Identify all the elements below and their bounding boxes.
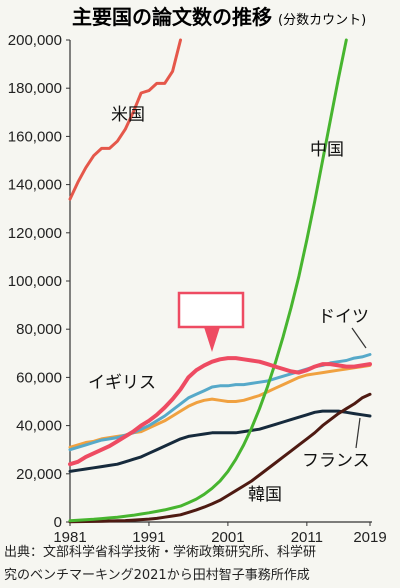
source-line-2: 究のベンチマーキング2021から田村智子事務所作成 xyxy=(4,568,310,583)
source-line-1: 出典：文部科学省科学技術・学術政策研究所、科学研 xyxy=(4,544,316,560)
y-tick-label: 100,000 xyxy=(8,273,62,290)
chart-title: 主要国の論文数の推移 xyxy=(72,5,272,29)
series-label-韓国: 韓国 xyxy=(248,485,282,505)
y-tick-label: 0 xyxy=(54,514,62,531)
y-tick-label: 160,000 xyxy=(8,128,62,145)
series-line-韓国 xyxy=(68,392,372,524)
y-tick-label: 200,000 xyxy=(8,32,62,49)
france-leader-line xyxy=(355,417,361,449)
series-label-中国: 中国 xyxy=(310,140,344,160)
series-line-中国 xyxy=(68,38,348,523)
y-tick-label: 140,000 xyxy=(8,177,62,194)
y-tick-label: 80,000 xyxy=(16,321,62,338)
japan-label-pointer xyxy=(204,327,220,352)
y-tick-label: 60,000 xyxy=(16,369,62,386)
y-tick-label: 120,000 xyxy=(8,225,62,242)
x-tick-label: 2019 xyxy=(353,529,386,546)
y-tick-label: 40,000 xyxy=(16,418,62,435)
series-line-米国 xyxy=(68,38,182,201)
y-tick-group: 0 20,000 40,000 60,000 80,000 100,000 120,000 1… xyxy=(8,32,70,531)
series-label-ドイツ: ドイツ xyxy=(318,307,369,327)
series-line-日本 xyxy=(68,356,372,467)
y-tick-label: 180,000 xyxy=(8,80,62,97)
chart-subtitle: (分数カウント) xyxy=(278,13,366,28)
x-tick-label: 2011 xyxy=(291,529,323,546)
x-tick-label: 1991 xyxy=(132,529,165,546)
japan-label-box xyxy=(177,291,245,329)
series-label-米国: 米国 xyxy=(111,105,145,125)
x-tick-label: 1981 xyxy=(53,529,86,546)
series-label-フランス: フランス xyxy=(302,451,370,471)
y-tick-label: 20,000 xyxy=(16,466,62,483)
series-line-フランス xyxy=(68,409,372,473)
x-tick-label: 2001 xyxy=(211,529,244,546)
x-tick-group: 1981 1991 2001 2011 2019 xyxy=(53,522,387,546)
series-lines xyxy=(68,38,372,524)
series-label-イギリス: イギリス xyxy=(88,373,156,393)
germany-leader-line xyxy=(351,327,367,349)
